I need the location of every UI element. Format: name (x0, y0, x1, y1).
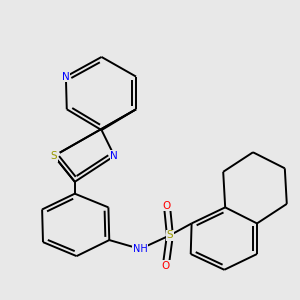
Text: O: O (163, 201, 171, 211)
Text: N: N (110, 151, 118, 161)
Text: O: O (162, 261, 170, 271)
Text: S: S (167, 230, 173, 240)
Text: S: S (51, 151, 57, 161)
Text: NH: NH (133, 244, 148, 254)
Text: N: N (62, 72, 70, 82)
